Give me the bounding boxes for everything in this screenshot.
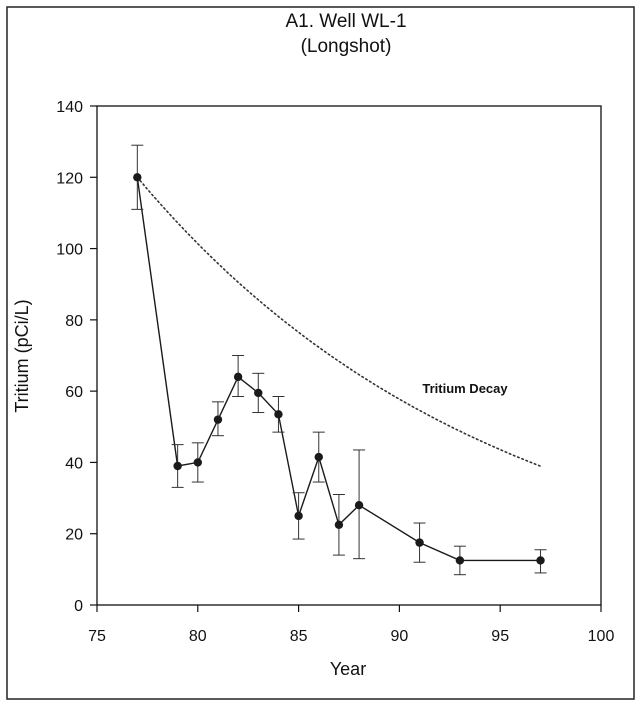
y-tick-label: 0: [74, 598, 83, 615]
data-point: [294, 511, 303, 521]
data-point: [193, 458, 202, 467]
data-point: [314, 452, 323, 462]
y-tick-label: 40: [65, 455, 83, 472]
data-point: [173, 461, 182, 471]
x-tick-label: 75: [88, 628, 106, 645]
x-tick-label: 90: [391, 628, 409, 645]
data-point: [254, 388, 263, 398]
y-tick-label: 140: [56, 99, 83, 116]
x-tick-label: 80: [189, 628, 207, 645]
data-point: [274, 410, 283, 419]
x-axis-label: Year: [330, 659, 366, 679]
series-measured-line: [136, 177, 541, 562]
chart-title: A1. Well WL-1: [285, 11, 406, 32]
series-tritium-decay-curve: [136, 176, 542, 467]
data-point: [354, 501, 364, 510]
y-tick-label: 20: [65, 527, 83, 544]
y-axis-label: Tritium (pCi/L): [12, 299, 32, 412]
data-point: [233, 372, 243, 382]
data-point: [133, 173, 142, 182]
x-tick-label: 95: [491, 628, 509, 645]
x-tick-label: 85: [290, 628, 308, 645]
figure-border: [6, 6, 635, 700]
data-point: [415, 538, 424, 547]
y-tick-label: 120: [56, 170, 83, 187]
plot-area-frame: [96, 105, 602, 606]
annotation-tritium-decay: Tritium Decay: [422, 381, 508, 396]
chart-subtitle: (Longshot): [301, 36, 392, 57]
data-point: [334, 520, 344, 530]
data-point: [536, 556, 545, 565]
y-tick-label: 60: [65, 384, 83, 401]
x-tick-label: 100: [588, 628, 615, 645]
y-tick-label: 80: [65, 313, 83, 330]
y-tick-label: 100: [56, 242, 83, 259]
data-point: [455, 556, 465, 565]
data-point: [213, 415, 223, 424]
